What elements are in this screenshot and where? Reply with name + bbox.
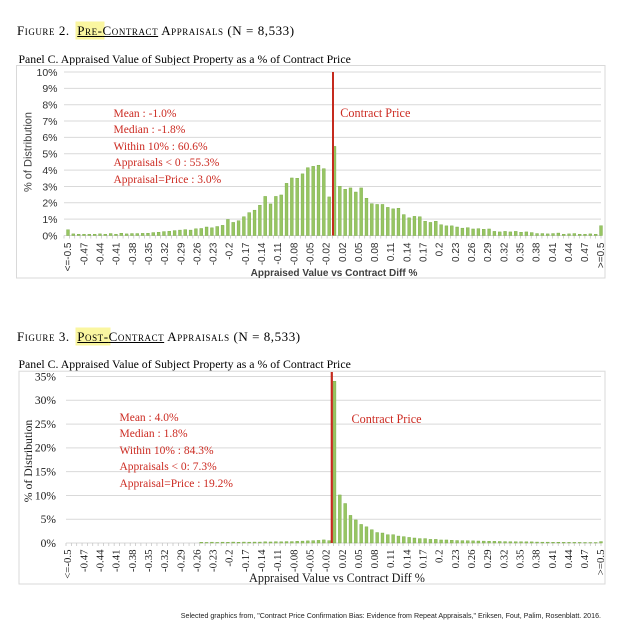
svg-text:8%: 8% — [42, 100, 57, 112]
svg-text:7%: 7% — [42, 116, 57, 128]
svg-text:5%: 5% — [42, 149, 57, 161]
svg-text:4%: 4% — [42, 165, 57, 177]
svg-text:0.05: 0.05 — [354, 242, 365, 262]
svg-text:-0.02: -0.02 — [321, 550, 333, 573]
svg-text:0.26: 0.26 — [466, 549, 478, 568]
svg-text:0%: 0% — [42, 230, 57, 242]
svg-text:-0.02: -0.02 — [322, 242, 333, 265]
svg-text:0.02: 0.02 — [338, 242, 349, 262]
svg-text:20%: 20% — [35, 443, 57, 455]
svg-text:0.2: 0.2 — [434, 550, 446, 564]
svg-text:0.41: 0.41 — [548, 242, 559, 262]
svg-text:% of Distribution: % of Distribution — [21, 420, 35, 503]
svg-text:0.32: 0.32 — [498, 550, 510, 569]
svg-text:-0.08: -0.08 — [289, 242, 300, 265]
svg-text:<=-0.5: <=-0.5 — [63, 242, 74, 271]
svg-text:0.08: 0.08 — [370, 242, 381, 262]
svg-text:0.47: 0.47 — [579, 549, 591, 568]
svg-text:25%: 25% — [35, 419, 57, 431]
svg-text:0.32: 0.32 — [499, 242, 510, 262]
svg-text:2%: 2% — [42, 198, 57, 210]
svg-text:-0.32: -0.32 — [159, 550, 171, 573]
svg-text:0.26: 0.26 — [467, 242, 478, 262]
svg-text:-0.23: -0.23 — [208, 550, 220, 573]
svg-text:0.11: 0.11 — [385, 550, 397, 569]
svg-text:-0.23: -0.23 — [209, 242, 220, 265]
svg-text:-0.2: -0.2 — [224, 550, 236, 567]
svg-text:0.17: 0.17 — [418, 549, 430, 568]
svg-text:-0.47: -0.47 — [79, 242, 90, 265]
svg-text:-0.11: -0.11 — [273, 242, 284, 264]
svg-text:10%: 10% — [36, 67, 57, 79]
svg-text:0.23: 0.23 — [451, 242, 462, 262]
svg-text:<=-0.5: <=-0.5 — [62, 550, 74, 579]
svg-text:0.44: 0.44 — [564, 242, 575, 262]
svg-text:0.11: 0.11 — [386, 242, 397, 261]
svg-text:30%: 30% — [35, 395, 57, 407]
svg-text:-0.44: -0.44 — [96, 242, 107, 265]
svg-text:0.14: 0.14 — [402, 242, 413, 262]
svg-text:0.38: 0.38 — [532, 242, 543, 262]
svg-text:15%: 15% — [35, 466, 57, 478]
svg-text:-0.38: -0.38 — [127, 550, 139, 573]
svg-text:1%: 1% — [42, 214, 57, 226]
svg-text:-0.17: -0.17 — [240, 549, 252, 572]
svg-text:-0.41: -0.41 — [112, 242, 123, 265]
svg-text:3%: 3% — [42, 181, 57, 193]
svg-text:35%: 35% — [35, 371, 57, 383]
svg-text:-0.05: -0.05 — [304, 550, 316, 573]
svg-text:-0.32: -0.32 — [160, 242, 171, 265]
svg-text:0.17: 0.17 — [419, 242, 430, 262]
svg-text:0.05: 0.05 — [353, 550, 365, 569]
svg-text:-0.35: -0.35 — [143, 550, 155, 573]
svg-text:0.29: 0.29 — [482, 550, 494, 569]
svg-text:-0.44: -0.44 — [95, 549, 107, 572]
svg-text:5%: 5% — [41, 514, 57, 526]
svg-text:-0.2: -0.2 — [225, 242, 236, 260]
svg-text:0%: 0% — [41, 538, 57, 550]
svg-text:0.38: 0.38 — [531, 550, 543, 569]
svg-text:-0.14: -0.14 — [257, 242, 268, 265]
svg-text:0.41: 0.41 — [547, 550, 559, 569]
svg-text:0.35: 0.35 — [514, 550, 526, 569]
svg-text:-0.11: -0.11 — [272, 550, 284, 572]
svg-text:10%: 10% — [35, 490, 57, 502]
svg-text:Appraised Value vs Contract Di: Appraised Value vs Contract Diff % — [251, 268, 418, 279]
svg-text:-0.35: -0.35 — [144, 242, 155, 265]
svg-text:0.14: 0.14 — [401, 549, 413, 568]
svg-text:>=0.5: >=0.5 — [596, 242, 607, 268]
svg-text:0.29: 0.29 — [483, 242, 494, 262]
svg-text:0.35: 0.35 — [515, 242, 526, 262]
svg-text:6%: 6% — [42, 132, 57, 144]
svg-text:9%: 9% — [42, 83, 57, 95]
svg-text:-0.26: -0.26 — [191, 549, 203, 572]
svg-text:-0.41: -0.41 — [111, 550, 123, 573]
svg-text:0.02: 0.02 — [337, 550, 349, 569]
svg-text:0.44: 0.44 — [563, 549, 575, 568]
svg-text:0.08: 0.08 — [369, 550, 381, 569]
svg-text:-0.29: -0.29 — [175, 550, 187, 573]
svg-text:-0.29: -0.29 — [176, 242, 187, 265]
svg-text:0.2: 0.2 — [435, 242, 446, 256]
svg-text:-0.05: -0.05 — [305, 242, 316, 265]
svg-text:% of Distribution: % of Distribution — [23, 112, 35, 192]
svg-text:0.47: 0.47 — [580, 242, 591, 262]
svg-text:-0.47: -0.47 — [78, 549, 90, 572]
svg-text:-0.14: -0.14 — [256, 549, 268, 572]
svg-text:Appraised Value vs Contract Di: Appraised Value vs Contract Diff % — [249, 571, 425, 585]
svg-text:-0.08: -0.08 — [288, 550, 300, 573]
svg-text:-0.26: -0.26 — [192, 242, 203, 265]
svg-text:0.23: 0.23 — [450, 550, 462, 569]
svg-text:-0.38: -0.38 — [128, 242, 139, 265]
svg-text:-0.17: -0.17 — [241, 242, 252, 265]
svg-text:>=0.5: >=0.5 — [595, 550, 607, 576]
